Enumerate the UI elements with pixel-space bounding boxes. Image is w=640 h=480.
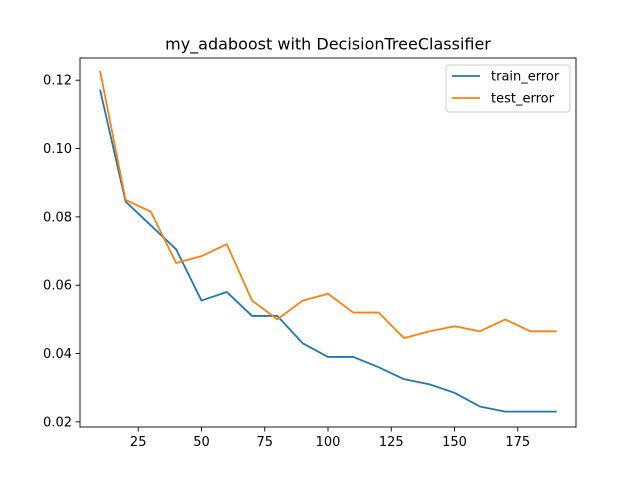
y-tick-label: 0.10 — [43, 142, 72, 157]
x-tick-label: 150 — [442, 435, 467, 450]
y-tick-label: 0.04 — [43, 347, 72, 362]
y-tick-label: 0.08 — [43, 210, 72, 225]
y-tick-label: 0.06 — [43, 279, 72, 294]
x-tick-label: 175 — [505, 435, 530, 450]
x-tick-label: 125 — [379, 435, 404, 450]
series-line-train_error — [99, 89, 557, 413]
legend: train_error test_error — [445, 64, 571, 113]
y-tick-label: 0.12 — [43, 74, 72, 89]
axes-layer: 25 50 75 100 125 150 175 0.02 0.04 0.06 0.08 0.10 0.… — [43, 57, 577, 450]
chart-title: my_adaboost with DecisionTreeClassifier — [165, 35, 491, 55]
x-tick-label: 100 — [316, 435, 341, 450]
series-line-test_error — [99, 70, 557, 340]
series-layer — [99, 70, 557, 413]
legend-label-train_error: train_error — [491, 70, 560, 85]
legend-label-test_error: test_error — [491, 92, 555, 107]
x-tick-label: 25 — [130, 435, 147, 450]
x-tick-label: 50 — [193, 435, 210, 450]
y-tick-label: 0.02 — [43, 415, 72, 430]
x-tick-label: 75 — [256, 435, 273, 450]
